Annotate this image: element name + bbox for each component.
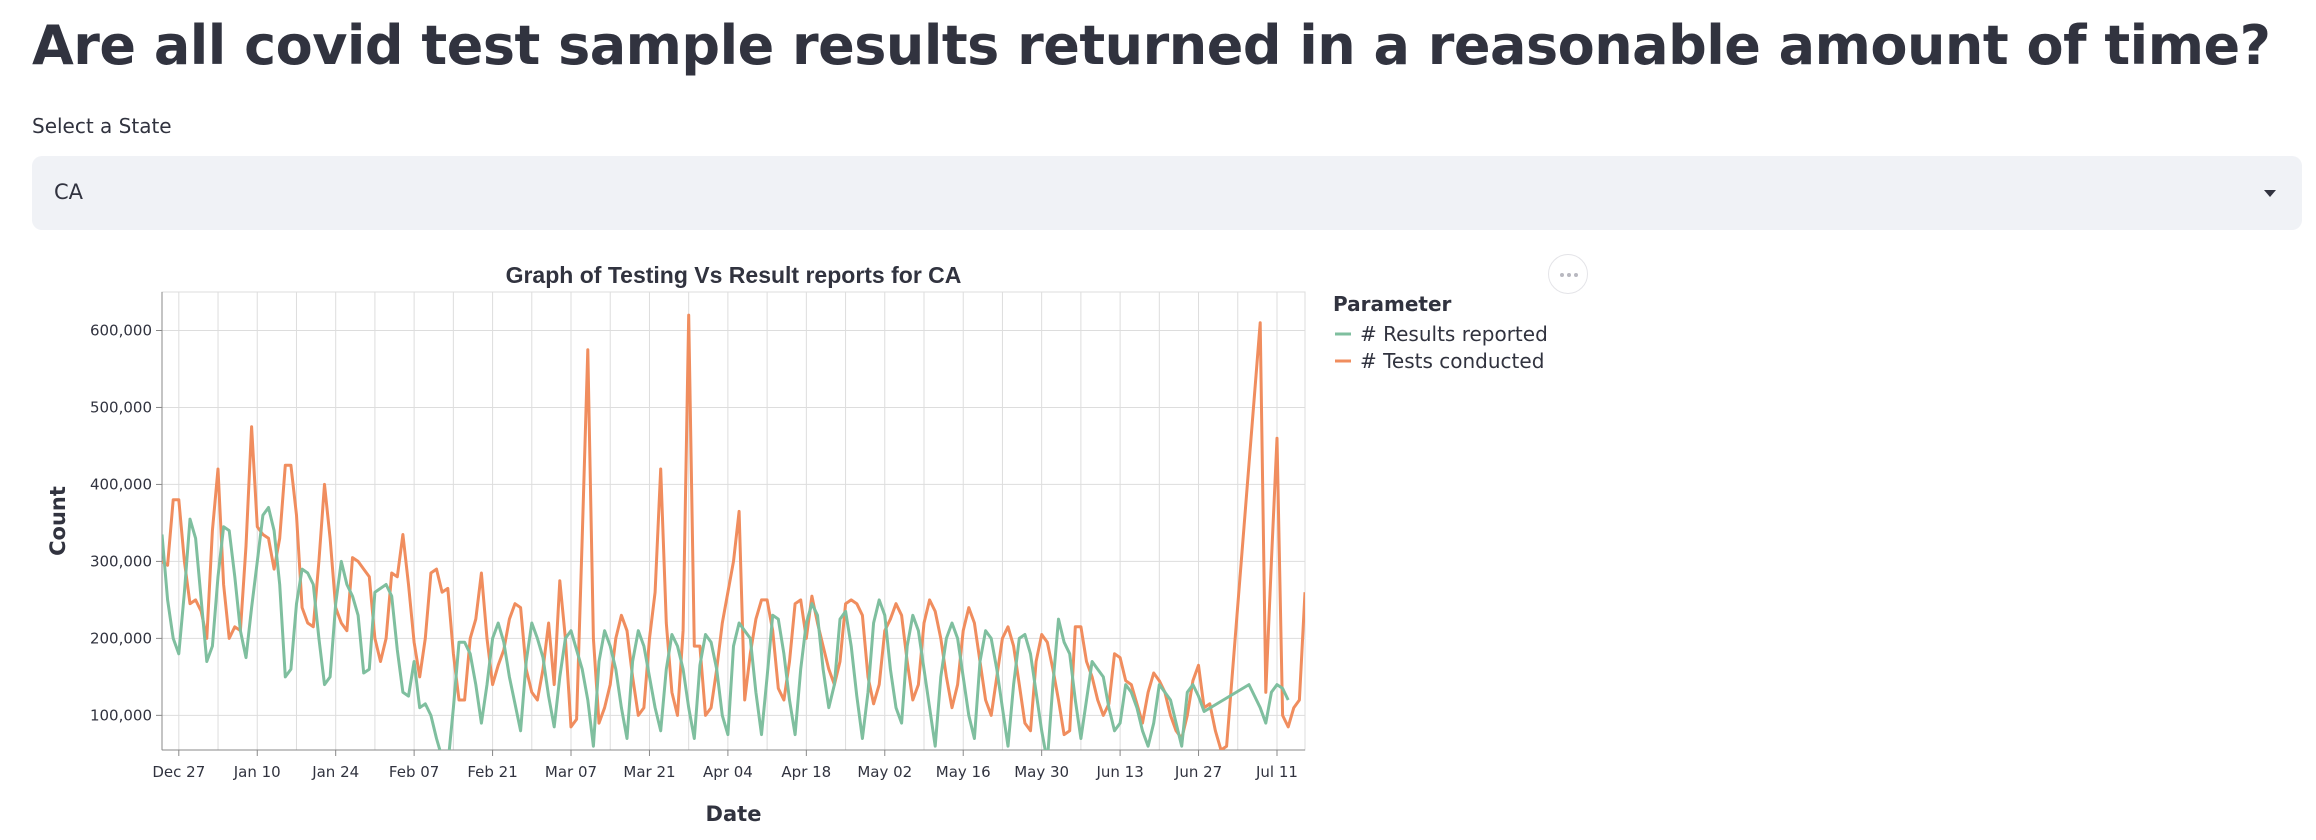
y-axis-title: Count bbox=[46, 486, 70, 556]
more-dots-icon bbox=[1567, 273, 1571, 277]
y-tick-label: 200,000 bbox=[90, 629, 152, 647]
plot-frame bbox=[161, 291, 1306, 751]
more-dots-icon bbox=[1560, 273, 1564, 277]
legend-label: # Results reported bbox=[1360, 322, 1548, 346]
y-tick-label: 600,000 bbox=[90, 321, 152, 339]
page-title: Are all covid test sample results return… bbox=[32, 14, 2271, 77]
x-tick-label: Jun 27 bbox=[1174, 763, 1222, 781]
series-line-results-reported bbox=[162, 506, 1290, 750]
chart-grid bbox=[161, 291, 1306, 751]
chart-axes: 100,000 200,000 300,000 400,000 500,000 600,0… bbox=[90, 292, 1305, 781]
x-tick-label: Jan 24 bbox=[311, 763, 359, 781]
x-tick-label: Mar 21 bbox=[623, 763, 675, 781]
y-tick-label: 400,000 bbox=[90, 475, 152, 493]
x-tick-label: Mar 07 bbox=[545, 763, 597, 781]
series-line-tests-conducted bbox=[162, 313, 1305, 750]
x-tick-label: Jan 10 bbox=[233, 763, 281, 781]
chart-title: Graph of Testing Vs Result reports for C… bbox=[506, 262, 962, 288]
legend-title: Parameter bbox=[1333, 292, 1452, 316]
chart-actions-menu-button[interactable] bbox=[1548, 254, 1588, 294]
more-dots-icon bbox=[1574, 273, 1578, 277]
x-tick-label: Feb 21 bbox=[467, 763, 517, 781]
y-tick-label: 300,000 bbox=[90, 552, 152, 570]
x-tick-label: Dec 27 bbox=[152, 763, 205, 781]
state-select[interactable]: CA bbox=[32, 156, 2302, 230]
x-tick-label: Apr 04 bbox=[703, 763, 753, 781]
state-select-label: Select a State bbox=[32, 114, 172, 138]
x-tick-label: May 16 bbox=[936, 763, 991, 781]
x-tick-label: May 02 bbox=[857, 763, 912, 781]
x-tick-label: Apr 18 bbox=[781, 763, 831, 781]
chevron-down-icon[interactable] bbox=[2264, 190, 2276, 197]
x-axis-title: Date bbox=[706, 802, 762, 826]
y-tick-label: 500,000 bbox=[90, 398, 152, 416]
chart-legend: Parameter # Results reported # Tests cond… bbox=[1333, 292, 1548, 373]
x-tick-label: Jun 13 bbox=[1095, 763, 1143, 781]
state-select-value: CA bbox=[54, 180, 84, 204]
legend-label: # Tests conducted bbox=[1360, 349, 1544, 373]
x-tick-label: Feb 07 bbox=[389, 763, 439, 781]
x-tick-label: Jul 11 bbox=[1255, 763, 1298, 781]
chart-series bbox=[162, 313, 1305, 750]
y-tick-label: 100,000 bbox=[90, 706, 152, 724]
x-tick-label: May 30 bbox=[1014, 763, 1069, 781]
